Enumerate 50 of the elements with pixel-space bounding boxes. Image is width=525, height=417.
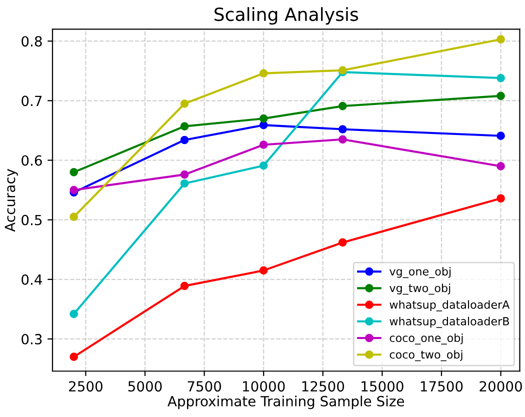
point [259, 114, 268, 123]
point [496, 92, 505, 100]
x-tick-label: 5000 [128, 381, 162, 392]
x-tick-label: 15000 [362, 381, 404, 392]
point [338, 125, 347, 134]
point [259, 266, 268, 275]
legend-label: coco_two_obj [390, 350, 462, 362]
point [496, 194, 505, 203]
x-tick-label: 17500 [420, 381, 463, 392]
point [259, 161, 268, 170]
point [180, 99, 189, 108]
y-tick-label: 0.8 [22, 36, 42, 47]
point [338, 102, 347, 110]
point [70, 310, 78, 318]
y-tick-label: 0.6 [22, 155, 42, 166]
x-tick-label: 10000 [243, 381, 285, 392]
point [259, 120, 268, 130]
x-tick-label: 7500 [188, 381, 222, 392]
point [338, 135, 347, 144]
point [338, 238, 347, 247]
point [180, 170, 189, 179]
point [70, 186, 78, 194]
y-tick-label: 0.5 [22, 214, 42, 226]
legend-label: vg_two_obj [390, 284, 450, 295]
point [496, 162, 505, 170]
point [496, 35, 505, 44]
point [180, 179, 189, 188]
point [180, 136, 189, 144]
point [70, 168, 78, 176]
y-tick-label: 0.4 [22, 274, 42, 285]
point [496, 132, 505, 140]
legend-label: coco_one_obj [390, 333, 463, 345]
point [259, 140, 268, 149]
x-axis-title: Approximate Training Sample Size [168, 396, 404, 410]
point [496, 74, 505, 82]
legend-label: vg_one_obj [390, 266, 451, 278]
point [70, 212, 78, 222]
y-tick-label: 0.3 [22, 334, 42, 344]
chart-title: Scaling Analysis [214, 7, 358, 25]
y-axis-title: Accuracy [4, 168, 18, 232]
legend-label: whatsup_dataloaderB [390, 316, 509, 328]
point [70, 352, 78, 361]
point [259, 69, 268, 78]
point [180, 282, 189, 290]
x-tick-label: 2500 [69, 381, 102, 392]
legend-label: whatsup_dataloaderA [390, 300, 510, 312]
x-tick-label: 20000 [480, 381, 522, 392]
point [180, 122, 189, 130]
y-tick-label: 0.7 [22, 96, 42, 106]
x-tick-label: 12500 [302, 381, 344, 392]
